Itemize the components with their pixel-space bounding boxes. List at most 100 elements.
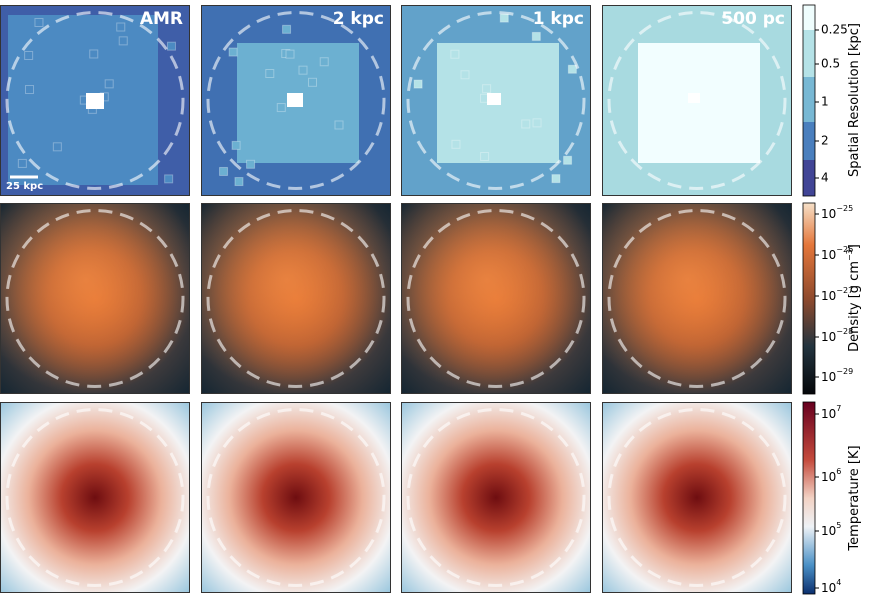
panel-frame (0, 203, 190, 394)
density-glow (401, 203, 591, 394)
refined-cell (499, 13, 509, 23)
virial-circle (206, 408, 386, 587)
tick-base: 10 (821, 330, 836, 344)
refined-cell (282, 24, 292, 34)
refined-cell (164, 174, 174, 184)
virial-circle (607, 408, 787, 587)
tick-label: 10−27 (821, 286, 853, 303)
label-text: Density [g cm (847, 261, 862, 352)
density-glow (0, 203, 190, 394)
temperature-map (602, 402, 792, 593)
density-glow (201, 203, 391, 394)
panel-frame (401, 402, 591, 593)
panel-title: 1 kpc (533, 9, 584, 29)
refined-cell (308, 77, 318, 87)
virial-circle (406, 11, 586, 190)
refined-cell (450, 49, 460, 59)
panel-frame (602, 203, 792, 394)
tick-exp: 5 (836, 521, 841, 530)
virial-circle (5, 11, 185, 190)
core (287, 93, 303, 107)
panel-frame (201, 5, 391, 196)
refined-cell (228, 47, 238, 57)
virial-circle (406, 408, 586, 587)
refined-cell (219, 166, 229, 176)
panel-title: 500 pc (721, 9, 785, 29)
refined-cell (298, 65, 308, 75)
panel-frame (602, 5, 792, 196)
panel-frame (401, 5, 591, 196)
refined-cell (25, 85, 35, 95)
colorbar-label: Temperature [K] (847, 445, 862, 551)
virial-circle (5, 408, 185, 587)
tick-exp: −27 (836, 286, 853, 295)
tick-label: 2 (821, 134, 829, 148)
tick-exp: −26 (836, 245, 853, 254)
tick-label: 10−29 (821, 367, 853, 384)
tick-label: 0.5 (821, 57, 840, 71)
colorbar-resolution: 0.25 0.5 1 2 4 Spatial Resolution [kpc] (802, 4, 862, 197)
label-exp: −3 (845, 249, 854, 261)
tick-exp: 4 (836, 578, 841, 587)
refined-cell (334, 120, 344, 130)
tick-label: 1 (821, 95, 829, 109)
virial-circle (5, 209, 185, 388)
panel-frame (201, 402, 391, 593)
virial-circle (206, 11, 386, 190)
panel-frame (201, 203, 391, 394)
refined-cell (451, 139, 461, 149)
tick-base: 10 (821, 370, 836, 384)
tick-label: 107 (821, 404, 841, 421)
refined-cell (285, 49, 295, 59)
core (688, 93, 700, 103)
refined-cell (89, 49, 99, 59)
refined-cell (246, 159, 256, 169)
virial-circle (607, 209, 787, 388)
refined-cell (563, 155, 573, 165)
core (487, 93, 501, 105)
tick-label: 4 (821, 171, 829, 185)
refined-cell (166, 41, 176, 51)
tick-base: 10 (821, 524, 836, 538)
refined-cell (265, 69, 275, 79)
temperature-map (401, 402, 591, 593)
refined-cell (532, 118, 542, 128)
refined-cell (482, 84, 492, 94)
tick-base: 10 (821, 581, 836, 595)
refined-cell (480, 152, 490, 162)
panels (0, 5, 792, 593)
refined-cell (276, 103, 286, 113)
tick-exp: 6 (836, 467, 841, 476)
virial-circle (206, 209, 386, 388)
panel-frame (0, 5, 190, 196)
label-end: ] (847, 244, 862, 249)
refined-cell (567, 64, 577, 74)
tick-base: 10 (821, 207, 836, 221)
panel-frame (401, 203, 591, 394)
colorbar-label: Density [g cm−3] (845, 244, 862, 352)
panel-title: AMR (140, 9, 183, 29)
panel-frame (602, 402, 792, 593)
tick-base: 10 (821, 248, 836, 262)
refined-cell (413, 79, 423, 89)
refined-cell (234, 177, 244, 187)
temperature-map (0, 402, 190, 593)
scale-bar-label: 25 kpc (6, 181, 43, 192)
refined-cell (521, 119, 531, 129)
tick-label: 106 (821, 467, 841, 484)
refined-cell (460, 70, 470, 80)
refined-cell (24, 50, 34, 60)
refined-cell (104, 79, 114, 89)
panel-frame (0, 402, 190, 593)
tick-label: 10−25 (821, 204, 853, 221)
colorbar-label: Spatial Resolution [kpc] (847, 23, 862, 177)
virial-circle (406, 209, 586, 388)
temperature-map (201, 402, 391, 593)
refined-cell (118, 36, 128, 46)
tick-base: 10 (821, 470, 836, 484)
tick-exp: −28 (836, 327, 853, 336)
